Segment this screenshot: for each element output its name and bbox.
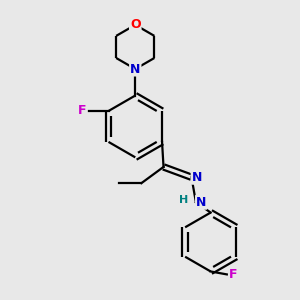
Text: F: F [78, 104, 87, 118]
Text: F: F [229, 268, 238, 281]
Text: N: N [192, 171, 202, 184]
Text: N: N [130, 62, 140, 76]
Text: N: N [196, 196, 206, 209]
Text: H: H [179, 195, 188, 205]
Text: O: O [130, 18, 141, 32]
